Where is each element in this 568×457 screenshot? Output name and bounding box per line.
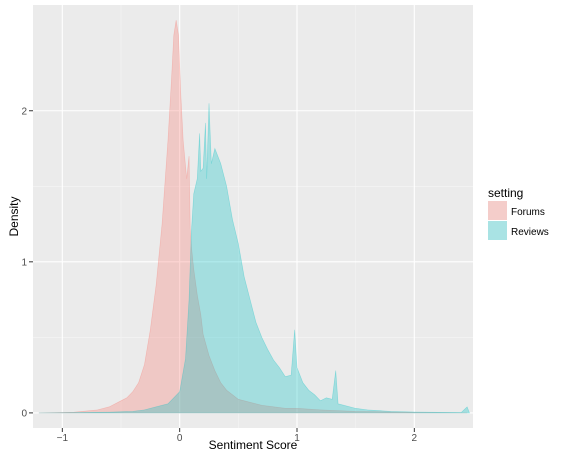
y-tick-label: 0 <box>21 408 27 419</box>
y-tick-label: 2 <box>21 106 27 117</box>
density-areas <box>38 20 470 414</box>
major-grid <box>33 5 473 428</box>
legend-swatch-reviews <box>488 221 507 240</box>
y-axis-title: Density <box>7 196 21 236</box>
x-tick-label: 0 <box>177 433 183 444</box>
legend-swatch-forums <box>488 201 507 220</box>
legend-key-forums <box>488 201 507 220</box>
x-axis: −1 0 1 2 <box>57 428 418 444</box>
density-area-forums <box>38 20 468 414</box>
x-tick-label: 2 <box>412 433 418 444</box>
minor-grid <box>33 5 473 428</box>
density-area-reviews <box>38 103 470 414</box>
legend-label-forums: Forums <box>511 207 545 218</box>
legend-title: setting <box>488 186 523 200</box>
plot-panel <box>33 5 473 428</box>
legend-key-reviews <box>488 221 507 240</box>
legend: setting Forums Reviews <box>488 186 549 240</box>
legend-label-reviews: Reviews <box>511 227 549 238</box>
x-tick-label: 1 <box>294 433 300 444</box>
y-tick-label: 1 <box>21 257 27 268</box>
x-tick-label: −1 <box>57 433 69 444</box>
y-axis: 0 1 2 <box>21 106 33 419</box>
x-axis-title: Sentiment Score <box>209 438 298 452</box>
